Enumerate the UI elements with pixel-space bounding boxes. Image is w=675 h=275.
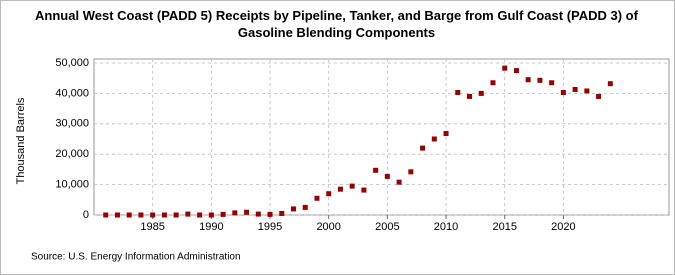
data-point <box>279 210 285 216</box>
data-point <box>396 179 402 185</box>
y-tick-label: 20,000 <box>55 148 89 160</box>
y-tick-label: 50,000 <box>55 57 89 69</box>
data-point <box>584 88 590 94</box>
data-point <box>502 65 508 71</box>
data-point <box>103 212 109 218</box>
data-point <box>607 81 613 87</box>
data-point <box>560 89 566 95</box>
x-tick-label: 2010 <box>434 221 458 233</box>
data-point <box>513 68 519 74</box>
data-point <box>478 90 484 96</box>
data-point <box>232 210 238 216</box>
x-tick-label: 1995 <box>258 221 282 233</box>
data-point <box>572 86 578 92</box>
data-point <box>455 89 461 95</box>
data-point <box>267 211 273 217</box>
data-point <box>173 212 179 218</box>
data-point <box>161 212 167 218</box>
data-point <box>220 211 226 217</box>
data-point <box>408 169 414 175</box>
data-point <box>126 212 132 218</box>
data-point <box>302 204 308 210</box>
data-point <box>255 211 261 217</box>
data-point <box>525 77 531 83</box>
data-point <box>361 187 367 193</box>
data-point <box>197 212 203 218</box>
data-point <box>244 209 250 215</box>
y-tick-label: 30,000 <box>55 118 89 130</box>
data-point <box>138 212 144 218</box>
y-tick-label: 0 <box>83 209 89 221</box>
data-point <box>537 77 543 83</box>
data-point <box>596 93 602 99</box>
data-point <box>314 195 320 201</box>
x-tick-label: 2005 <box>375 221 399 233</box>
x-tick-label: 2000 <box>316 221 340 233</box>
data-point <box>384 173 390 179</box>
data-point <box>114 212 120 218</box>
y-tick-label: 10,000 <box>55 179 89 191</box>
data-point <box>349 183 355 189</box>
x-tick-label: 1990 <box>199 221 223 233</box>
y-tick-label: 40,000 <box>55 87 89 99</box>
x-tick-label: 2020 <box>551 221 575 233</box>
x-tick-label: 1985 <box>140 221 164 233</box>
y-axis-label: Thousand Barrels <box>15 97 27 184</box>
data-point <box>290 206 296 212</box>
plot-area <box>93 58 670 216</box>
data-point <box>431 136 437 142</box>
data-point <box>185 211 191 217</box>
data-point <box>549 80 555 86</box>
x-tick-label: 2015 <box>492 221 516 233</box>
data-point <box>490 80 496 86</box>
data-point <box>443 131 449 137</box>
chart-title: Annual West Coast (PADD 5) Receipts by P… <box>35 8 638 40</box>
data-point <box>150 212 156 218</box>
data-point <box>326 191 332 197</box>
data-point <box>337 186 343 192</box>
data-point <box>420 145 426 151</box>
source-note: Source: U.S. Energy Information Administ… <box>31 252 241 263</box>
data-point <box>467 93 473 99</box>
data-point <box>208 212 214 218</box>
data-point <box>373 167 379 173</box>
